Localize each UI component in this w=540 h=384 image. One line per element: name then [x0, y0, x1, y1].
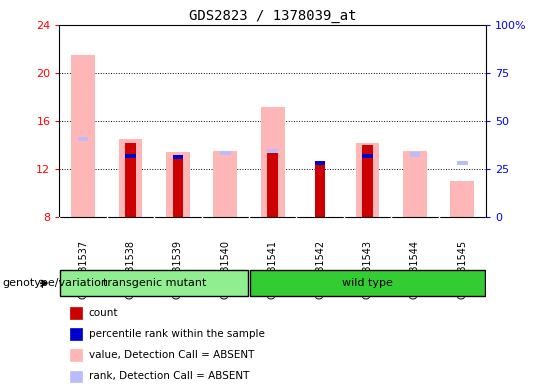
- Text: GSM181539: GSM181539: [173, 240, 183, 299]
- Text: GSM181543: GSM181543: [362, 240, 373, 299]
- Bar: [220, 151, 231, 156]
- Title: GDS2823 / 1378039_at: GDS2823 / 1378039_at: [189, 8, 356, 23]
- Text: GSM181541: GSM181541: [268, 240, 278, 299]
- Text: GSM181537: GSM181537: [78, 240, 88, 300]
- Bar: [71, 55, 95, 217]
- Text: GSM181538: GSM181538: [125, 240, 136, 299]
- Bar: [403, 151, 427, 217]
- Text: GSM181542: GSM181542: [315, 240, 325, 300]
- Bar: [173, 155, 183, 217]
- Bar: [173, 155, 183, 159]
- Text: rank, Detection Call = ABSENT: rank, Detection Call = ABSENT: [89, 371, 249, 381]
- Bar: [267, 149, 278, 153]
- Text: wild type: wild type: [342, 278, 393, 288]
- Bar: [362, 154, 373, 158]
- Bar: [410, 152, 420, 157]
- Bar: [125, 142, 136, 217]
- Bar: [213, 151, 237, 217]
- Bar: [119, 139, 143, 217]
- Bar: [457, 161, 468, 165]
- Bar: [356, 142, 379, 217]
- Bar: [60, 270, 248, 296]
- Text: transgenic mutant: transgenic mutant: [103, 278, 206, 288]
- Text: GSM181545: GSM181545: [457, 240, 467, 300]
- Bar: [78, 137, 89, 141]
- Text: value, Detection Call = ABSENT: value, Detection Call = ABSENT: [89, 350, 254, 360]
- Text: GSM181544: GSM181544: [410, 240, 420, 299]
- Bar: [362, 145, 373, 217]
- Bar: [267, 149, 278, 153]
- Text: GSM181540: GSM181540: [220, 240, 230, 299]
- Bar: [315, 164, 325, 217]
- Bar: [166, 152, 190, 217]
- Bar: [261, 107, 285, 217]
- Text: percentile rank within the sample: percentile rank within the sample: [89, 329, 265, 339]
- Bar: [267, 151, 278, 217]
- Bar: [315, 161, 325, 165]
- Text: count: count: [89, 308, 118, 318]
- Bar: [250, 270, 485, 296]
- Bar: [125, 154, 136, 158]
- Bar: [450, 181, 474, 217]
- Text: genotype/variation: genotype/variation: [3, 278, 109, 288]
